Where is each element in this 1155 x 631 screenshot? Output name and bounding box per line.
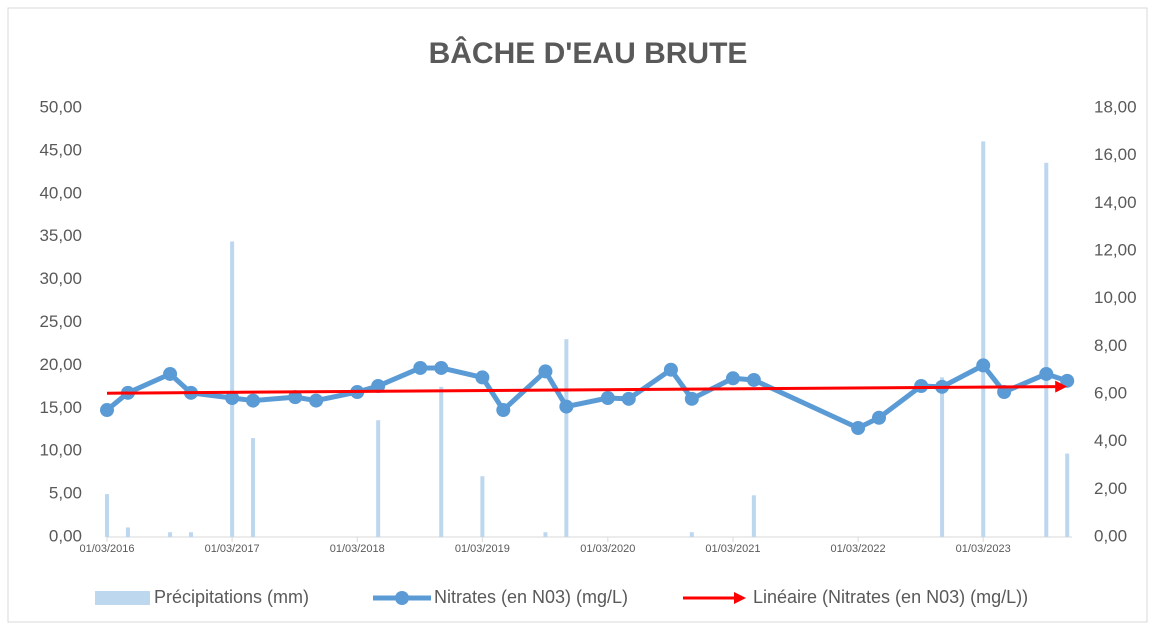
point bbox=[1060, 373, 1075, 388]
point bbox=[100, 403, 114, 418]
y2-tick-label: 12,00 bbox=[1094, 240, 1137, 259]
bar bbox=[251, 438, 256, 537]
y2-tick-label: 2,00 bbox=[1094, 479, 1127, 498]
x-tick-label: 01/03/2020 bbox=[580, 543, 635, 555]
chart-title: BÂCHE D'EAU BRUTE bbox=[429, 36, 748, 70]
x-tick-label: 01/03/2023 bbox=[956, 543, 1011, 555]
y2-tick-label: 8,00 bbox=[1094, 336, 1127, 355]
x-tick-label: 01/03/2019 bbox=[455, 543, 510, 555]
y2-tick-label: 10,00 bbox=[1094, 288, 1137, 307]
bar bbox=[230, 241, 235, 537]
point bbox=[976, 358, 991, 373]
point bbox=[413, 360, 428, 375]
y-tick-label: 15,00 bbox=[39, 398, 82, 417]
point bbox=[746, 372, 761, 387]
bar bbox=[1065, 453, 1070, 537]
bar bbox=[543, 532, 548, 537]
point bbox=[225, 391, 240, 406]
y2-tick-label: 0,00 bbox=[1094, 526, 1127, 545]
bar bbox=[188, 532, 193, 537]
point bbox=[663, 362, 678, 377]
point bbox=[288, 390, 303, 405]
legend-swatch bbox=[95, 591, 150, 605]
y2-tick-label: 4,00 bbox=[1094, 431, 1127, 450]
bar bbox=[564, 339, 569, 537]
y-tick-label: 20,00 bbox=[39, 355, 82, 374]
point bbox=[851, 421, 866, 436]
x-tick-label: 01/03/2022 bbox=[831, 543, 886, 555]
point bbox=[163, 366, 178, 381]
point bbox=[309, 393, 324, 408]
point bbox=[496, 403, 511, 418]
y-tick-label: 5,00 bbox=[49, 484, 82, 503]
trend-line bbox=[106, 380, 1068, 395]
bar bbox=[940, 377, 945, 537]
bar bbox=[125, 527, 130, 537]
y-tick-label: 25,00 bbox=[39, 312, 82, 331]
point bbox=[600, 391, 615, 406]
point bbox=[371, 378, 386, 393]
y2-tick-label: 16,00 bbox=[1094, 145, 1137, 164]
y-tick-label: 45,00 bbox=[39, 140, 82, 159]
bar bbox=[105, 494, 109, 537]
bar bbox=[168, 532, 173, 537]
y-tick-label: 50,00 bbox=[39, 97, 82, 116]
chart-border bbox=[7, 7, 1148, 623]
bar bbox=[1044, 162, 1049, 538]
point bbox=[725, 371, 740, 386]
x-tick-label: 01/03/2017 bbox=[205, 543, 260, 555]
point bbox=[434, 360, 449, 375]
y2-tick-label: 14,00 bbox=[1094, 193, 1137, 212]
bar bbox=[751, 495, 756, 537]
bar bbox=[480, 476, 485, 537]
y-tick-label: 40,00 bbox=[39, 183, 82, 202]
legend-label: Linéaire (Nitrates (en N03) (mg/L)) bbox=[753, 587, 1028, 607]
x-tick-label: 01/03/2016 bbox=[79, 543, 134, 555]
y-tick-label: 10,00 bbox=[39, 441, 82, 460]
legend-label: Nitrates (en N03) (mg/L) bbox=[434, 587, 628, 607]
bar bbox=[689, 532, 694, 537]
y2-tick-label: 18,00 bbox=[1094, 97, 1137, 116]
y2-tick-label: 6,00 bbox=[1094, 383, 1127, 402]
x-tick-label: 01/03/2021 bbox=[705, 543, 760, 555]
point bbox=[538, 364, 553, 379]
point bbox=[559, 399, 574, 414]
bar bbox=[981, 141, 986, 537]
y-tick-label: 30,00 bbox=[39, 269, 82, 288]
legend-swatch bbox=[395, 591, 409, 605]
legend-label: Précipitations (mm) bbox=[154, 587, 309, 607]
y-tick-label: 35,00 bbox=[39, 226, 82, 245]
point bbox=[246, 393, 261, 408]
point bbox=[684, 391, 699, 406]
point bbox=[621, 391, 636, 406]
bar bbox=[376, 420, 381, 537]
x-tick-label: 01/03/2018 bbox=[330, 543, 385, 555]
y-tick-label: 0,00 bbox=[49, 526, 82, 545]
bar bbox=[439, 386, 444, 537]
point bbox=[475, 370, 490, 385]
point bbox=[872, 410, 886, 425]
point bbox=[1039, 366, 1054, 381]
point bbox=[914, 378, 929, 393]
